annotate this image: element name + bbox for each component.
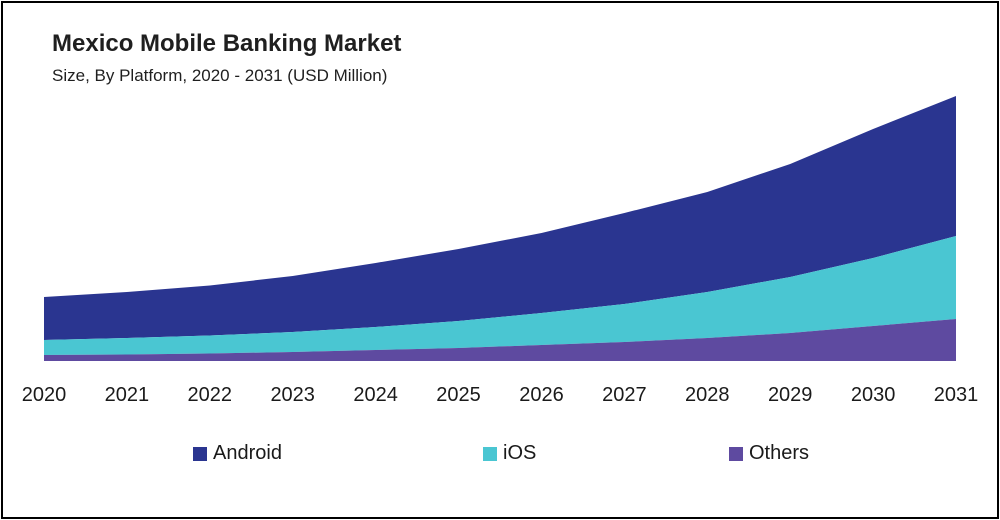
series-areas bbox=[44, 96, 956, 361]
area-android bbox=[44, 96, 956, 340]
x-tick-label: 2027 bbox=[602, 384, 647, 406]
area-others bbox=[44, 319, 956, 361]
x-axis-ticks: 2020 2021 2022 2023 2024 2025 2026 2027 2028 2029… bbox=[22, 384, 979, 406]
legend-label-others: Others bbox=[749, 442, 810, 464]
legend-swatch-ios bbox=[483, 446, 497, 461]
legend-label-ios: iOS bbox=[503, 442, 537, 464]
legend-swatch-android bbox=[193, 446, 207, 461]
legend-swatch-others bbox=[729, 446, 743, 461]
chart-title: Mexico Mobile Banking Market bbox=[52, 30, 402, 57]
legend-item-others: Others bbox=[729, 442, 809, 465]
x-tick-label: 2023 bbox=[270, 384, 315, 406]
legend-item-android: Android bbox=[193, 442, 282, 465]
x-tick-label: 2025 bbox=[436, 384, 481, 406]
x-tick-label: 2028 bbox=[685, 384, 730, 406]
x-tick-label: 2026 bbox=[519, 384, 564, 406]
x-tick-label: 2029 bbox=[768, 384, 813, 406]
area-ios bbox=[44, 236, 956, 355]
legend-item-ios: iOS bbox=[483, 442, 536, 465]
x-tick-label: 2030 bbox=[851, 384, 896, 406]
legend: Android iOS Others bbox=[0, 442, 1000, 468]
legend-label-android: Android bbox=[213, 442, 282, 464]
x-tick-label: 2024 bbox=[353, 384, 398, 406]
x-tick-label: 2022 bbox=[188, 384, 233, 406]
chart-subtitle: Size, By Platform, 2020 - 2031 (USD Mill… bbox=[52, 66, 388, 85]
x-tick-label: 2021 bbox=[105, 384, 150, 406]
x-tick-label: 2031 bbox=[934, 384, 979, 406]
x-tick-label: 2020 bbox=[22, 384, 67, 406]
